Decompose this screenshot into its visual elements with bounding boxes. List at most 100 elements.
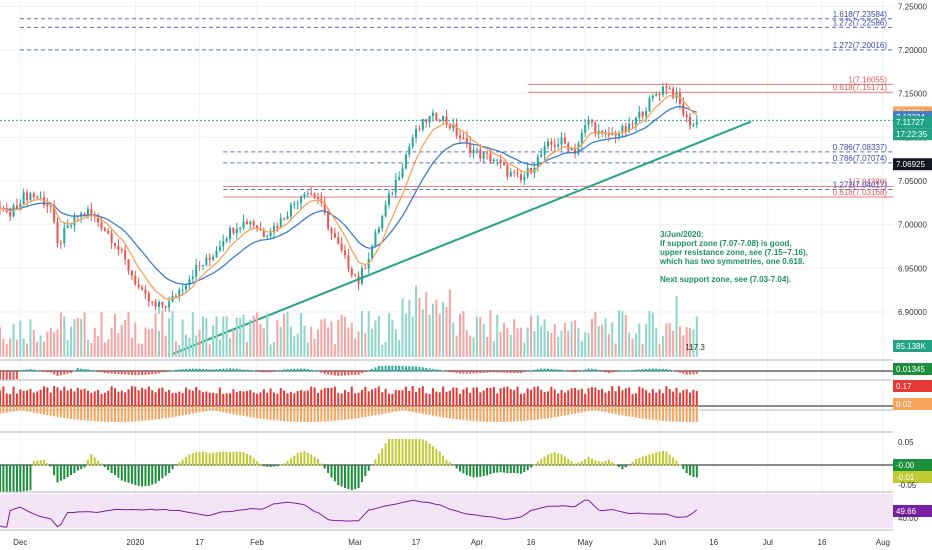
- volume-bar: [594, 312, 597, 357]
- osc-bar: [567, 459, 570, 466]
- dmi-bar: [692, 389, 695, 406]
- dmi-bar-lower: [113, 406, 117, 422]
- dmi-bar: [546, 391, 549, 406]
- candle-body: [83, 212, 86, 215]
- candle-body: [310, 193, 313, 195]
- dmi-bar: [550, 386, 553, 406]
- macd-bar: [83, 369, 86, 372]
- volume-bar: [137, 343, 140, 357]
- dmi-bar: [49, 392, 52, 406]
- dmi-bar: [567, 390, 570, 406]
- dmi-bar-lower: [496, 406, 499, 422]
- dmi-bar: [306, 390, 309, 406]
- dmi-bar-lower: [411, 406, 414, 412]
- candle-body: [63, 228, 66, 244]
- candle-body: [12, 205, 15, 217]
- dmi-bar: [90, 392, 93, 406]
- volume-bar: [19, 320, 22, 357]
- volume-bar: [695, 316, 698, 357]
- macd-bar: [242, 369, 245, 372]
- macd-bar: [371, 368, 374, 372]
- macd-bar: [523, 371, 526, 373]
- dmi-bar-lower: [394, 406, 397, 412]
- dmi-bar-lower: [26, 406, 29, 412]
- dmi-bar: [296, 390, 299, 406]
- panel-badge: [893, 505, 932, 517]
- x-tick-label: 2020: [126, 538, 144, 547]
- candle-body: [546, 141, 549, 147]
- osc-bar: [543, 456, 546, 466]
- macd-bar: [198, 368, 201, 372]
- macd-bar: [144, 371, 147, 375]
- macd-bar: [283, 369, 286, 372]
- dmi-bar: [563, 392, 566, 406]
- candle-body: [580, 132, 583, 144]
- candle-body: [340, 243, 343, 251]
- osc-bar: [452, 465, 455, 466]
- dmi-bar-lower: [540, 406, 543, 420]
- osc-bar: [256, 461, 259, 466]
- macd-bar: [340, 371, 343, 376]
- volume-bar: [560, 330, 563, 357]
- candle-body: [374, 232, 377, 247]
- dmi-bar-lower: [249, 406, 252, 418]
- volume-bar: [344, 316, 347, 357]
- candle-body: [475, 149, 478, 151]
- dmi-bar: [212, 392, 215, 406]
- osc-bar: [333, 465, 336, 482]
- volume-bar: [201, 316, 204, 357]
- dmi-bar-lower: [300, 406, 303, 422]
- macd-bar: [364, 371, 367, 372]
- osc-bar: [161, 465, 164, 479]
- dmi-bar-lower: [536, 406, 539, 420]
- volume-bar: [658, 344, 661, 357]
- dmi-bar: [587, 388, 590, 406]
- osc-bar: [530, 465, 533, 468]
- osc-bar: [621, 465, 624, 470]
- osc-bar: [164, 465, 167, 476]
- osc-bar: [577, 462, 580, 466]
- macd-bar: [394, 365, 397, 372]
- dmi-bar: [506, 386, 509, 406]
- osc-bar: [364, 465, 367, 476]
- osc-bar: [235, 451, 238, 466]
- macd-bar: [117, 371, 120, 374]
- dmi-bar-lower: [323, 406, 326, 422]
- volume-bar: [171, 310, 174, 357]
- macd-bar: [553, 369, 556, 372]
- dmi-bar-lower: [100, 406, 103, 422]
- dmi-bar-lower: [151, 406, 154, 420]
- macd-bar: [418, 367, 421, 372]
- dmi-bar: [472, 387, 475, 406]
- candle-body: [97, 216, 100, 223]
- volume-bar: [496, 314, 499, 357]
- osc-bar: [124, 465, 127, 482]
- macd-bar: [73, 370, 76, 372]
- macd-bar: [337, 371, 340, 376]
- dmi-bar-lower: [120, 406, 123, 422]
- dmi-bar-lower: [252, 406, 255, 418]
- dmi-bar-lower: [80, 406, 83, 421]
- dmi-bar-lower: [46, 406, 49, 416]
- dmi-bar: [333, 386, 336, 406]
- osc-bar: [120, 465, 123, 481]
- y-tick-label: 6.95000: [898, 264, 927, 273]
- macd-bar: [100, 371, 103, 373]
- macd-bar: [347, 371, 350, 376]
- dmi-bar: [384, 388, 387, 406]
- candle-body: [682, 103, 685, 115]
- dmi-bar: [161, 387, 164, 406]
- dmi-bar-lower: [63, 406, 66, 418]
- dmi-bar-lower: [208, 406, 211, 411]
- dmi-bar-lower: [530, 406, 533, 421]
- fib-label: 0.618(7.03168): [833, 188, 888, 197]
- volume-bars: [0, 285, 698, 357]
- candle-body: [185, 285, 188, 290]
- macd-bar: [509, 371, 512, 373]
- dmi-bar: [536, 386, 539, 406]
- macd-bar: [76, 368, 79, 372]
- osc-bar: [445, 459, 448, 466]
- dmi-bar: [337, 392, 340, 406]
- dmi-bar: [327, 387, 330, 406]
